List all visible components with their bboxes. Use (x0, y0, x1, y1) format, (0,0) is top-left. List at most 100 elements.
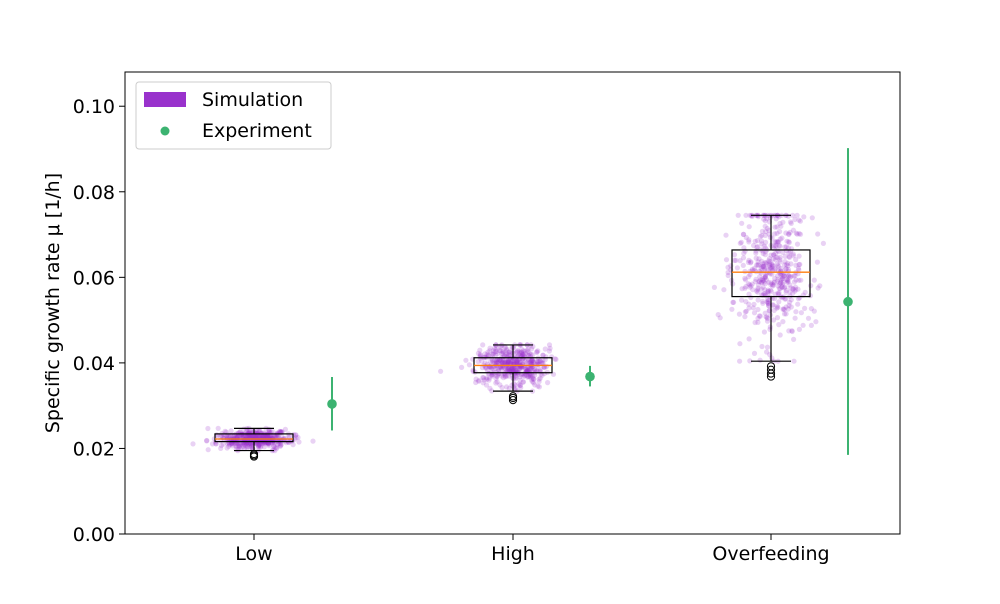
simulation-point (255, 442, 262, 448)
simulation-point (473, 379, 479, 386)
simulation-point (765, 299, 771, 305)
simulation-point (742, 268, 748, 275)
legend-simulation-label: Simulation (202, 89, 303, 111)
simulation-point (248, 441, 254, 447)
simulation-point (796, 217, 802, 223)
simulation-point (248, 434, 254, 440)
simulation-point (527, 370, 533, 376)
simulation-point (485, 349, 491, 355)
simulation-point (771, 252, 777, 258)
simulation-point (750, 287, 756, 293)
simulation-point (752, 279, 758, 285)
simulation-point (788, 273, 794, 279)
simulation-point (279, 433, 285, 439)
simulation-point (781, 306, 787, 312)
simulation-point (772, 239, 778, 245)
simulation-point (536, 376, 542, 382)
simulation-point (746, 239, 752, 245)
simulation-point (547, 345, 553, 351)
simulation-point (520, 352, 526, 358)
simulation-point (489, 357, 495, 363)
simulation-point (480, 342, 486, 348)
simulation-point (779, 284, 785, 290)
simulation-point (752, 265, 758, 271)
simulation-point (780, 306, 786, 312)
simulation-point (762, 245, 769, 251)
simulation-point (762, 275, 768, 281)
simulation-point (777, 254, 783, 260)
simulation-point (277, 440, 284, 447)
simulation-point (244, 445, 250, 451)
simulation-point (494, 357, 500, 363)
simulation-point (249, 434, 255, 440)
simulation-point (528, 366, 534, 372)
simulation-point (270, 432, 276, 438)
simulation-point (254, 428, 260, 434)
simulation-point (762, 275, 768, 281)
simulation-point (499, 373, 505, 379)
simulation-point (506, 352, 512, 358)
simulation-point (529, 358, 535, 364)
simulation-point (725, 269, 731, 276)
simulation-point (750, 305, 756, 311)
simulation-point (793, 287, 799, 293)
simulation-point (293, 432, 299, 438)
simulation-point (513, 359, 519, 365)
simulation-point (213, 441, 219, 447)
simulation-point (522, 348, 528, 354)
simulation-point (518, 349, 525, 355)
y-tick-label: 0.04 (73, 353, 115, 375)
simulation-point (552, 356, 558, 362)
legend-simulation-swatch (144, 92, 186, 107)
simulation-point (778, 279, 784, 286)
simulation-point (535, 358, 542, 365)
simulation-point (252, 434, 258, 440)
simulation-point (765, 300, 771, 306)
simulation-point (795, 301, 801, 307)
simulation-point (213, 441, 219, 447)
simulation-point (767, 267, 773, 273)
simulation-point (775, 255, 781, 261)
simulation-point (495, 360, 501, 366)
box-outlier (249, 452, 259, 461)
simulation-point (776, 243, 782, 249)
simulation-point (535, 359, 541, 365)
simulation-point (762, 260, 768, 266)
simulation-point (786, 231, 792, 237)
simulation-point (782, 253, 788, 259)
simulation-point (749, 213, 755, 220)
simulation-point (279, 428, 285, 435)
simulation-point (510, 357, 516, 364)
simulation-point (767, 265, 774, 271)
simulation-point (243, 441, 249, 447)
experiment-errorbar-layer (327, 148, 853, 455)
simulation-point (546, 348, 553, 354)
simulation-point (754, 238, 761, 244)
simulation-point (762, 291, 768, 297)
simulation-point (507, 359, 513, 365)
simulation-point (780, 276, 786, 282)
simulation-point (743, 299, 749, 305)
simulation-point (493, 347, 499, 353)
simulation-point (780, 319, 786, 325)
simulation-point (525, 349, 531, 355)
simulation-point (233, 443, 239, 450)
simulation-point (774, 230, 780, 236)
simulation-point (205, 447, 211, 453)
simulation-point (259, 434, 266, 440)
simulation-point (492, 357, 498, 363)
simulation-point (502, 359, 508, 365)
y-tick-label: 0.00 (73, 524, 115, 546)
simulation-point (528, 358, 534, 364)
simulation-point (783, 266, 789, 272)
simulation-point (529, 357, 535, 364)
simulation-point (811, 308, 817, 314)
simulation-point (796, 326, 803, 332)
simulation-point (509, 345, 515, 351)
simulation-point (775, 276, 781, 282)
simulation-point (235, 443, 241, 449)
simulation-point (519, 358, 526, 364)
simulation-point (494, 348, 500, 354)
simulation-point (499, 351, 505, 357)
